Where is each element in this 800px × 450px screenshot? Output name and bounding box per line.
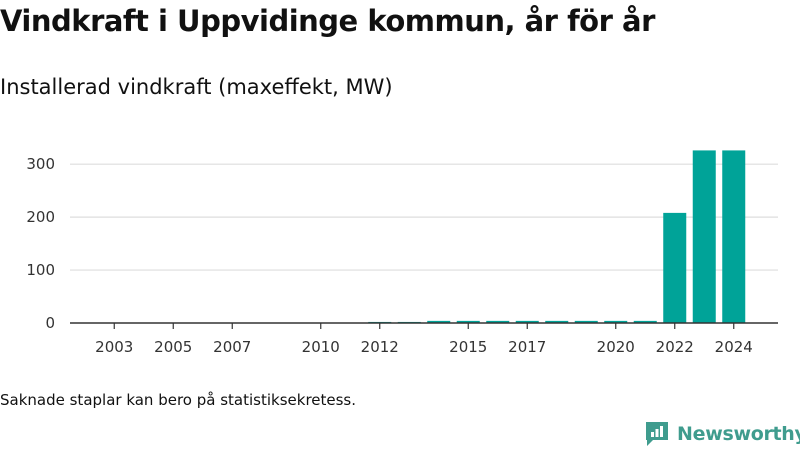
x-tick-label: 2005 (154, 338, 192, 356)
bar-2015 (456, 320, 480, 323)
x-axis: 2003 2005 2007 2010 2012 2015 2017 2020 2022 2024 (70, 322, 778, 356)
bar-2022 (663, 212, 687, 323)
x-tick-label: 2010 (302, 338, 340, 356)
x-tick-label: 2017 (508, 338, 546, 356)
y-tick-label: 100 (26, 261, 55, 279)
x-tick-label: 2022 (656, 338, 694, 356)
chart-subtitle: Installerad vindkraft (maxeffekt, MW) (0, 75, 393, 99)
y-axis: 0 100 200 300 (26, 155, 55, 332)
bar-2014 (427, 320, 451, 323)
x-tick-label: 2020 (597, 338, 635, 356)
bar-2023 (692, 150, 716, 323)
bars (368, 150, 746, 323)
gridlines (70, 163, 778, 271)
chart-title: Vindkraft i Uppvidinge kommun, år för år (0, 4, 655, 38)
footnote: Saknade staplar kan bero på statistiksek… (0, 391, 357, 409)
x-tick-label: 2003 (95, 338, 133, 356)
bar-2017 (515, 320, 539, 323)
x-tick-label: 2015 (449, 338, 487, 356)
bar-2016 (486, 320, 510, 323)
bar-2018 (545, 320, 569, 323)
brand-logo: Newsworthy (644, 420, 800, 448)
bar-2021 (633, 320, 657, 323)
x-tick-label: 2024 (715, 338, 753, 356)
y-tick-label: 300 (26, 155, 55, 173)
bar-2024 (722, 150, 746, 323)
bar-2019 (574, 320, 598, 323)
y-tick-label: 0 (45, 314, 55, 332)
newsworthy-logo-icon (646, 422, 668, 446)
brand-name: Newsworthy (677, 423, 800, 445)
x-tick-label: 2012 (361, 338, 399, 356)
bar-2020 (604, 320, 628, 323)
y-tick-label: 200 (26, 208, 55, 226)
x-tick-label: 2007 (213, 338, 251, 356)
